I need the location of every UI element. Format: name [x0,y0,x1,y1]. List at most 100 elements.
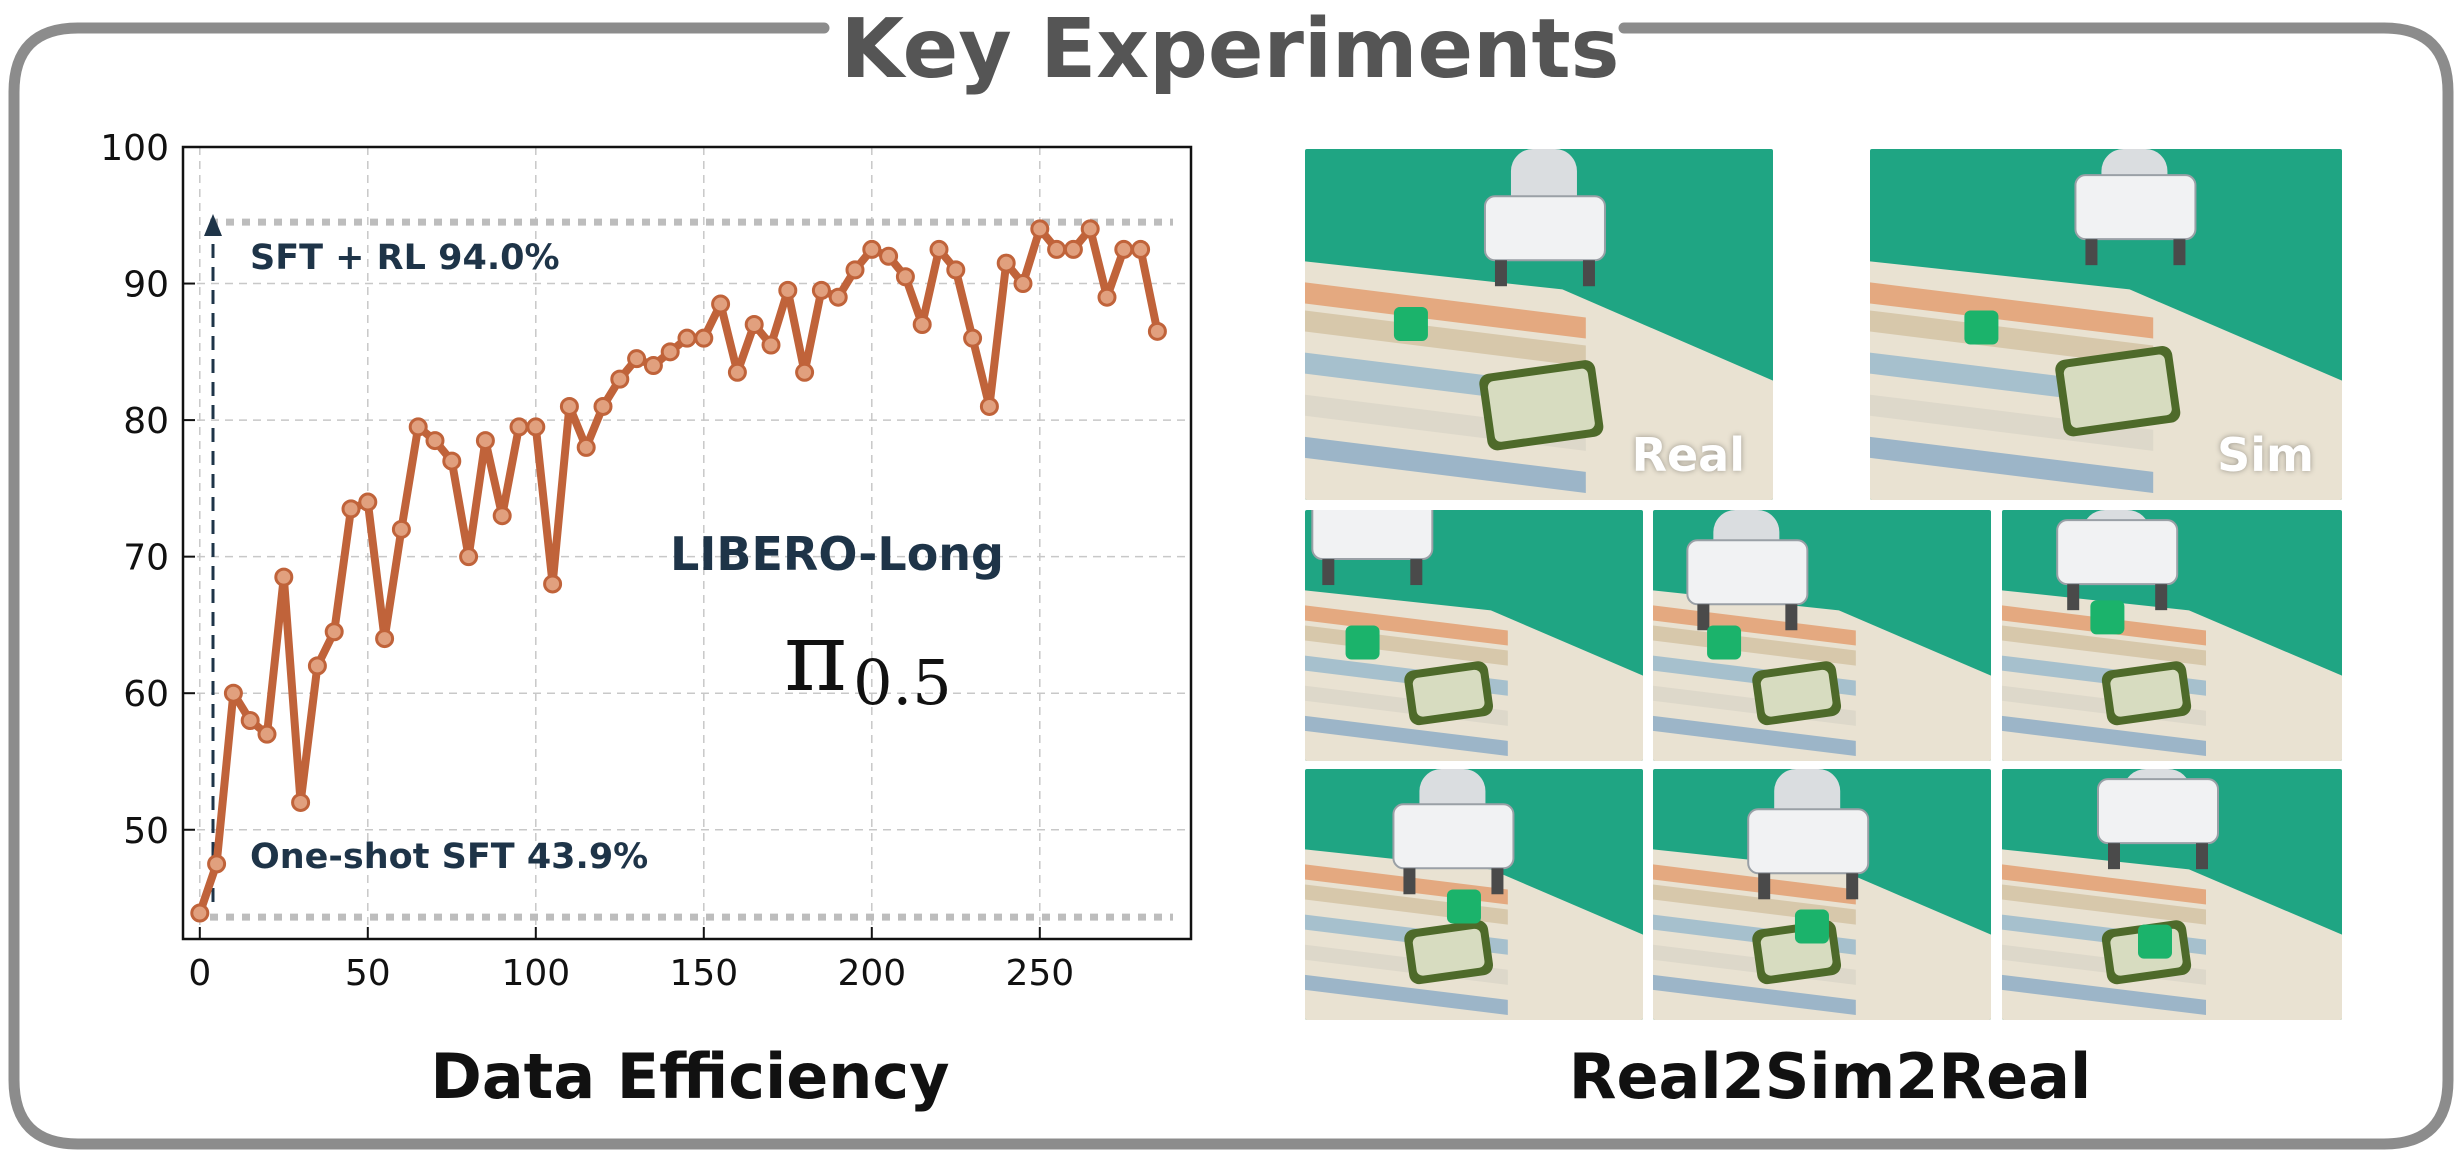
robot-finger [1410,559,1423,586]
data-point [291,792,311,812]
data-point [257,724,277,744]
data-point [862,239,882,259]
chart-reference-lines [210,218,1173,921]
data-point [391,519,411,539]
chart-gridlines [183,146,1191,939]
robot-finger [2196,843,2208,870]
green-cube [1446,889,1481,924]
data-point [946,260,966,280]
green-cube [1794,909,1829,944]
robot-finger [1491,868,1504,895]
data-point [963,328,983,348]
data-point [979,396,999,416]
data-point [895,267,915,287]
robot-finger [2155,584,2168,611]
table-mat-stripe [1305,436,1586,493]
robot-finger [2067,584,2080,611]
x-tick-label: 100 [501,953,570,994]
table-mat-stripe [1870,282,2154,339]
annotation-sft-rl: SFT + RL 94.0% [250,238,560,278]
data-point [375,629,395,649]
data-point [929,239,949,259]
y-tick-label: 100 [100,128,169,169]
photo-sim-scene: Sim [1870,149,2342,500]
data-point [1047,239,1067,259]
model-symbol-base: π [784,601,847,713]
table-mat-stripe [1305,605,1508,646]
section-title-data-efficiency: Data Efficiency [430,1040,950,1113]
photo-label-sim: Sim [2217,428,2314,482]
data-point [761,335,781,355]
green-cube [1393,306,1428,341]
y-tick-label: 90 [123,265,169,306]
chart-arrow [204,214,222,902]
tray-inner [2063,354,2172,428]
data-point [643,355,663,375]
data-point [811,280,831,300]
green-cube [2090,600,2125,635]
data-point [912,315,932,335]
data-point [996,253,1016,273]
rollout-frame-5 [1653,769,1991,1020]
data-point [1147,321,1167,341]
green-cube [1707,625,1742,660]
data-point [845,260,865,280]
table-mat-stripe [1653,625,1856,666]
robot-finger [1582,260,1595,287]
robot-finger [1785,604,1798,631]
tray-inner [2110,669,2183,717]
table-mat-stripe [2002,625,2206,666]
data-point [778,280,798,300]
table-mat-stripe [2002,974,2206,1015]
y-tick-label: 70 [123,538,169,579]
data-point [1114,239,1134,259]
x-tick-label: 150 [669,953,738,994]
data-point [543,574,563,594]
table-mat-stripe [2002,884,2206,925]
data-point [828,287,848,307]
chart-ticks: 0 50 100 150 200 250 50 60 70 80 90 100 [100,128,1074,994]
data-point [358,492,378,512]
table-mat-stripe [1870,310,2154,367]
data-point [879,246,899,266]
robot-finger [1494,260,1507,287]
data-point [425,431,445,451]
x-tick-label: 250 [1005,953,1074,994]
robot-gripper-body [1392,803,1515,870]
data-point [660,342,680,362]
data-point [744,315,764,335]
table-mat-stripe [1305,282,1586,339]
green-cube [1964,310,1999,345]
green-cube [2138,924,2172,959]
rollout-frame-1 [1305,510,1643,761]
robot-gripper-body [2097,778,2219,845]
data-point [1030,219,1050,239]
section-title-real2sim2real: Real2Sim2Real [1568,1040,2092,1113]
table-mat-stripe [1653,974,1856,1015]
data-point [1131,239,1151,259]
data-point [795,362,815,382]
robot-gripper-body [2056,519,2179,586]
tray-inner [1760,669,1833,717]
table-mat-stripe [2002,864,2206,905]
model-symbol-subscript: 0.5 [853,646,952,719]
data-point [1013,274,1033,294]
robot-finger [1403,868,1416,895]
tray-inner [1487,368,1595,442]
table-mat-stripe [2002,715,2206,756]
data-point [593,396,613,416]
data-point [442,451,462,471]
table-mat-stripe [1653,864,1856,905]
data-point [274,567,294,587]
data-point [459,547,479,567]
robot-finger [1697,604,1710,631]
data-point [190,903,210,923]
data-point [509,417,529,437]
y-tick-label: 50 [123,811,169,852]
table-mat-stripe [1305,974,1508,1015]
table-mat-stripe [1305,715,1508,756]
data-point [324,622,344,642]
data-point [240,711,260,731]
photo-label-real: Real [1631,428,1745,482]
